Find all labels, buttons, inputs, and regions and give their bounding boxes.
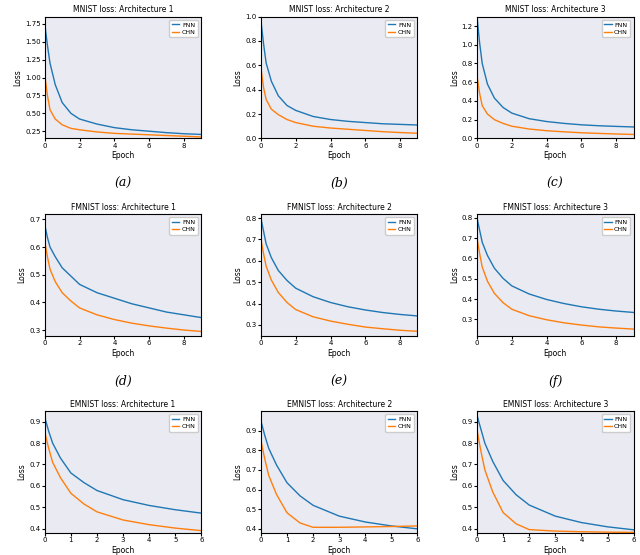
Y-axis label: Loss: Loss: [450, 463, 459, 480]
X-axis label: Epoch: Epoch: [328, 152, 351, 160]
X-axis label: Epoch: Epoch: [111, 152, 135, 160]
X-axis label: Epoch: Epoch: [111, 546, 135, 555]
Title: MNIST loss: Architecture 3: MNIST loss: Architecture 3: [505, 6, 605, 14]
Text: (b): (b): [330, 178, 348, 190]
Title: EMNIST loss: Architecture 1: EMNIST loss: Architecture 1: [70, 400, 176, 409]
Title: FMNIST loss: Architecture 2: FMNIST loss: Architecture 2: [287, 203, 392, 211]
Legend: FNN, CHN: FNN, CHN: [170, 414, 198, 432]
Title: MNIST loss: Architecture 2: MNIST loss: Architecture 2: [289, 6, 390, 14]
X-axis label: Epoch: Epoch: [543, 349, 567, 357]
Y-axis label: Loss: Loss: [234, 266, 243, 283]
X-axis label: Epoch: Epoch: [543, 152, 567, 160]
Legend: FNN, CHN: FNN, CHN: [602, 20, 630, 37]
Legend: FNN, CHN: FNN, CHN: [602, 414, 630, 432]
Text: (e): (e): [331, 375, 348, 387]
Legend: FNN, CHN: FNN, CHN: [602, 217, 630, 235]
Title: FMNIST loss: Architecture 1: FMNIST loss: Architecture 1: [70, 203, 175, 211]
Text: (d): (d): [114, 375, 132, 387]
Legend: FNN, CHN: FNN, CHN: [170, 217, 198, 235]
Title: FMNIST loss: Architecture 3: FMNIST loss: Architecture 3: [503, 203, 608, 211]
X-axis label: Epoch: Epoch: [543, 546, 567, 555]
Legend: FNN, CHN: FNN, CHN: [385, 217, 414, 235]
Legend: FNN, CHN: FNN, CHN: [385, 20, 414, 37]
Legend: FNN, CHN: FNN, CHN: [170, 20, 198, 37]
Y-axis label: Loss: Loss: [234, 463, 243, 480]
Y-axis label: Loss: Loss: [18, 463, 27, 480]
Y-axis label: Loss: Loss: [18, 266, 27, 283]
Y-axis label: Loss: Loss: [234, 69, 243, 86]
X-axis label: Epoch: Epoch: [328, 546, 351, 555]
Legend: FNN, CHN: FNN, CHN: [385, 414, 414, 432]
Title: EMNIST loss: Architecture 2: EMNIST loss: Architecture 2: [287, 400, 392, 409]
Text: (a): (a): [115, 178, 132, 190]
Y-axis label: Loss: Loss: [450, 266, 459, 283]
X-axis label: Epoch: Epoch: [111, 349, 135, 357]
Text: (c): (c): [547, 178, 564, 190]
Text: (f): (f): [548, 375, 563, 387]
Y-axis label: Loss: Loss: [13, 69, 22, 86]
X-axis label: Epoch: Epoch: [328, 349, 351, 357]
Title: EMNIST loss: Architecture 3: EMNIST loss: Architecture 3: [502, 400, 608, 409]
Y-axis label: Loss: Loss: [450, 69, 459, 86]
Title: MNIST loss: Architecture 1: MNIST loss: Architecture 1: [73, 6, 173, 14]
